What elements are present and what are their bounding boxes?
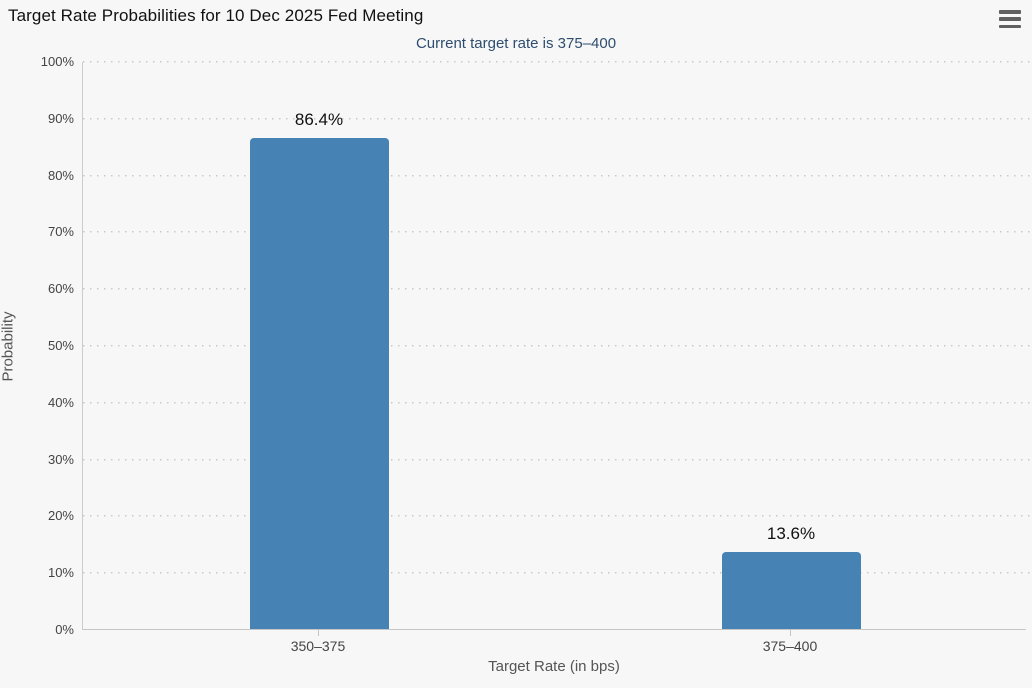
y-axis-tick-label: 40% [47,394,74,410]
probability-bar-350–375[interactable] [249,138,389,629]
x-axis-tick [790,630,791,636]
y-axis-tick-label: 20% [47,508,74,524]
y-axis-tick-label: 80% [47,167,74,183]
probability-bar-375–400[interactable] [721,551,861,629]
x-axis-title: Target Rate (in bps) [488,658,620,675]
chart-export-menu-button[interactable] [997,9,1023,29]
x-axis-category-label: 350–375 [290,638,346,654]
y-axis-tick-label: 10% [47,565,74,581]
plot-area: Q 86.4%13.6% [82,61,1032,630]
y-axis-tick-label: 30% [47,451,74,467]
bar-value-label: 13.6% [766,523,816,543]
y-gridline [83,61,1032,63]
y-axis-tick-label: 70% [47,224,74,240]
chart-subtitle: Current target rate is 375–400 [415,35,617,52]
y-axis-tick-label: 100% [40,54,74,69]
y-axis-tick-label: 90% [47,110,74,126]
y-gridline [83,345,1032,347]
x-axis-tick [318,630,319,636]
y-gridline [83,515,1032,518]
y-gridline [83,288,1032,291]
bar-value-label: 86.4% [294,110,344,130]
y-gridline [83,174,1032,177]
y-gridline [83,401,1032,404]
y-gridline [83,117,1032,120]
y-axis-tick-label: 60% [47,281,74,297]
y-gridline [83,231,1032,234]
y-gridline [83,458,1032,461]
y-axis-tick-label: 0% [55,622,74,637]
y-axis-tick-label: 50% [47,338,74,353]
y-gridline [83,572,1032,575]
x-axis-category-label: 375–400 [762,638,818,654]
hamburger-menu-icon [999,10,1021,14]
page-title: Target Rate Probabilities for 10 Dec 202… [8,6,424,25]
